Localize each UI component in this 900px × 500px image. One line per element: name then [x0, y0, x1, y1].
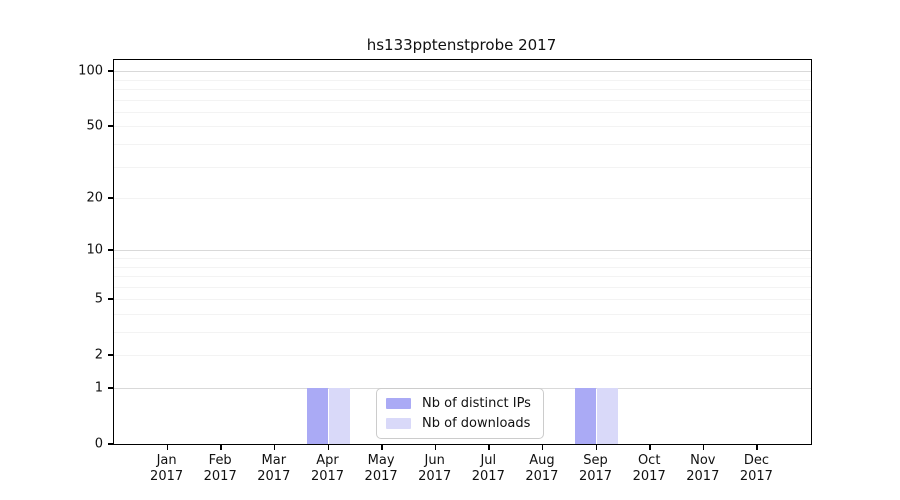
- x-tick: [488, 444, 490, 450]
- y-tick-label: 5: [94, 291, 103, 307]
- x-tick-month: Mar: [261, 453, 287, 468]
- x-tick-label: Jun 2017: [400, 453, 470, 485]
- x-tick-label: Jul 2017: [453, 453, 523, 485]
- legend-swatch: [386, 418, 411, 429]
- y-tick: [108, 298, 113, 300]
- x-tick-label: Jan 2017: [132, 453, 202, 485]
- legend-label: Nb of distinct IPs: [422, 396, 531, 411]
- x-tick: [756, 444, 758, 450]
- x-tick-year: 2017: [310, 469, 345, 484]
- x-tick: [541, 444, 544, 450]
- minor-gridline: [114, 99, 811, 101]
- y-tick: [108, 443, 113, 445]
- minor-gridline: [114, 126, 811, 128]
- chart-title: hs133pptenstprobe 2017: [366, 36, 557, 54]
- major-gridline: [114, 250, 811, 252]
- x-tick-label: May 2017: [346, 453, 416, 485]
- x-tick-year: 2017: [150, 469, 184, 484]
- minor-gridline: [114, 166, 811, 168]
- y-tick-label: 0: [94, 436, 103, 452]
- x-tick: [649, 444, 651, 450]
- x-tick-year: 2017: [418, 469, 452, 484]
- y-tick: [108, 249, 113, 251]
- x-tick-label: Nov 2017: [668, 453, 738, 485]
- legend-row: Nb of downloads: [386, 416, 531, 431]
- y-tick: [108, 125, 113, 127]
- x-tick-month: Oct: [637, 453, 661, 468]
- minor-gridline: [114, 276, 811, 277]
- x-tick-label: Apr 2017: [293, 453, 363, 485]
- minor-gridline: [114, 299, 811, 301]
- y-tick-label: 50: [86, 118, 103, 134]
- y-tick-label: 2: [94, 347, 103, 363]
- x-tick-year: 2017: [471, 469, 505, 484]
- x-tick-year: 2017: [739, 469, 773, 484]
- minor-gridline: [114, 111, 811, 113]
- bar-apr-s0: [307, 388, 329, 444]
- x-tick-month: Jan: [156, 453, 177, 468]
- bar-sep-s1: [596, 388, 618, 444]
- x-tick-month: May: [367, 453, 395, 468]
- x-tick-label: Aug 2017: [507, 453, 577, 485]
- x-tick: [381, 444, 383, 450]
- x-tick-month: Nov: [690, 453, 716, 468]
- x-tick: [327, 444, 329, 450]
- legend-swatch: [386, 398, 411, 409]
- x-tick: [434, 444, 437, 450]
- x-tick-month: Jul: [480, 453, 497, 468]
- bar-sep-s0: [575, 388, 597, 444]
- x-tick-label: Dec 2017: [721, 453, 791, 485]
- x-tick-month: Feb: [208, 453, 232, 468]
- y-tick-label: 100: [78, 63, 103, 79]
- minor-gridline: [114, 266, 811, 268]
- plot-area: Nb of distinct IPs Nb of downloads: [113, 59, 812, 445]
- x-tick: [220, 444, 222, 450]
- minor-gridline: [114, 355, 811, 357]
- y-tick-label: 10: [86, 242, 103, 258]
- minor-gridline: [114, 79, 811, 81]
- x-tick-year: 2017: [686, 469, 720, 484]
- x-tick-month: Aug: [529, 453, 555, 468]
- x-tick-year: 2017: [632, 469, 666, 484]
- y-tick: [108, 70, 113, 72]
- minor-gridline: [114, 144, 811, 145]
- y-tick-label: 20: [86, 190, 103, 206]
- y-tick: [108, 387, 113, 389]
- x-tick: [595, 444, 597, 450]
- y-tick-label: 1: [94, 380, 103, 396]
- legend: Nb of distinct IPs Nb of downloads: [376, 388, 544, 439]
- minor-gridline: [114, 198, 811, 200]
- minor-gridline: [114, 89, 811, 90]
- x-tick-label: Feb 2017: [185, 453, 255, 485]
- x-tick-label: Oct 2017: [614, 453, 684, 485]
- legend-label: Nb of downloads: [422, 416, 531, 431]
- x-tick-year: 2017: [525, 469, 559, 484]
- x-tick: [702, 444, 705, 450]
- x-tick-month: Apr: [316, 453, 339, 468]
- minor-gridline: [114, 286, 811, 288]
- x-tick-label: Mar 2017: [239, 453, 309, 485]
- x-tick-label: Sep 2017: [561, 453, 631, 485]
- x-tick-month: Jun: [424, 453, 445, 468]
- x-tick-year: 2017: [257, 469, 291, 484]
- major-gridline: [114, 71, 811, 73]
- bar-apr-s1: [328, 388, 350, 444]
- y-tick: [108, 197, 113, 199]
- x-tick: [166, 444, 169, 450]
- x-tick: [273, 444, 276, 450]
- minor-gridline: [114, 314, 811, 315]
- x-tick-month: Sep: [583, 453, 608, 468]
- x-tick-year: 2017: [203, 469, 237, 484]
- x-tick-month: Dec: [743, 453, 769, 468]
- minor-gridline: [114, 332, 811, 333]
- minor-gridline: [114, 258, 811, 259]
- x-tick-year: 2017: [364, 469, 398, 484]
- x-tick-year: 2017: [578, 469, 613, 484]
- y-tick: [108, 354, 113, 356]
- legend-row: Nb of distinct IPs: [386, 396, 531, 411]
